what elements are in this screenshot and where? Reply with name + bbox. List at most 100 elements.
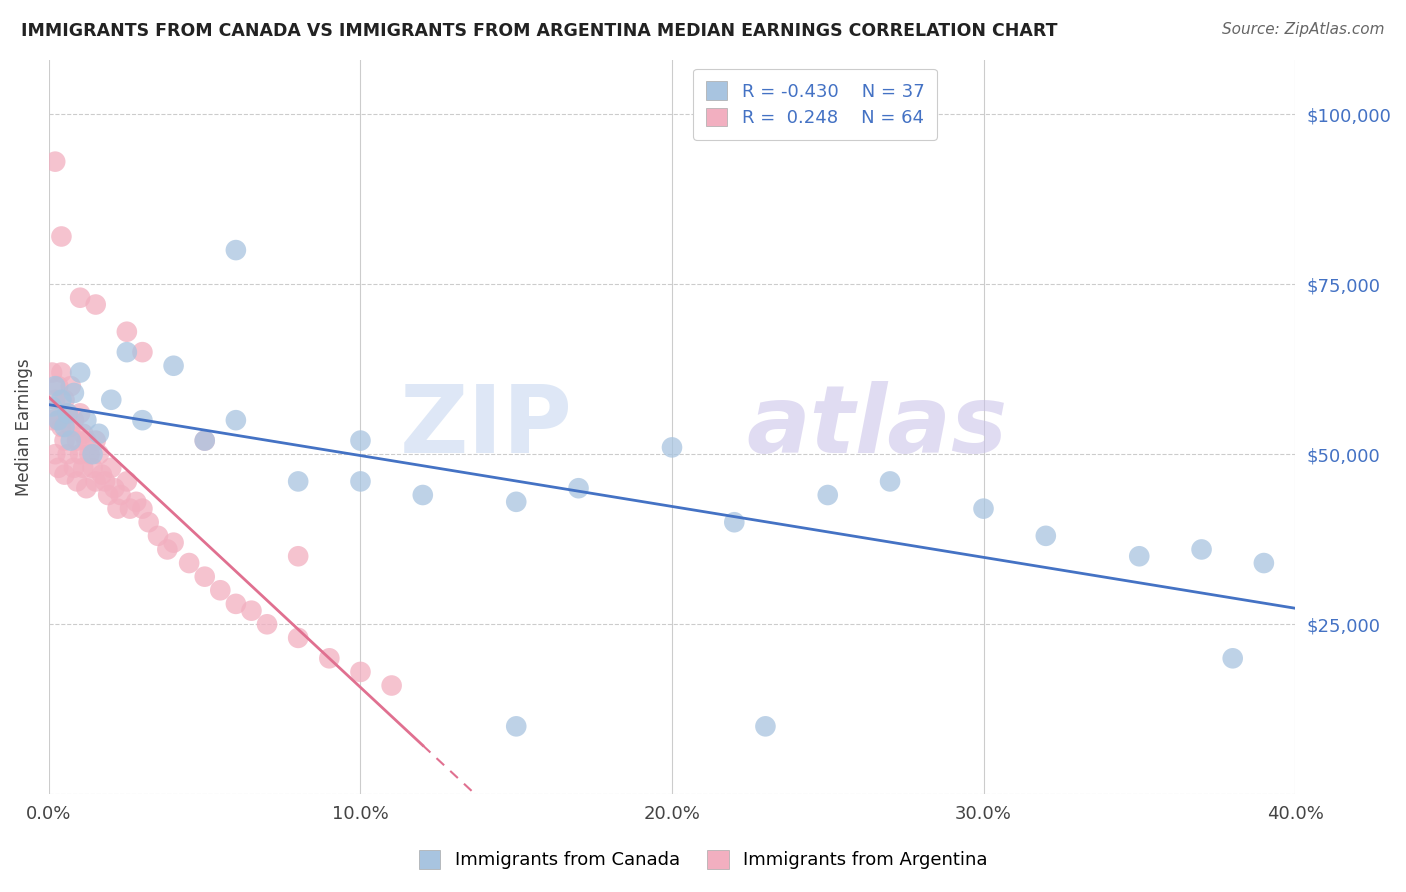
Point	[131, 413, 153, 427]
Point	[84, 297, 107, 311]
Point	[194, 434, 217, 448]
Point	[75, 434, 97, 448]
Point	[44, 447, 66, 461]
Point	[59, 420, 82, 434]
Point	[817, 488, 839, 502]
Point	[156, 542, 179, 557]
Point	[56, 406, 79, 420]
Point	[754, 719, 776, 733]
Point	[118, 501, 141, 516]
Text: IMMIGRANTS FROM CANADA VS IMMIGRANTS FROM ARGENTINA MEDIAN EARNINGS CORRELATION : IMMIGRANTS FROM CANADA VS IMMIGRANTS FRO…	[21, 22, 1057, 40]
Point	[82, 460, 104, 475]
Point	[41, 413, 63, 427]
Point	[131, 345, 153, 359]
Text: atlas: atlas	[747, 381, 1008, 473]
Point	[53, 420, 76, 434]
Point	[287, 475, 309, 489]
Point	[1253, 556, 1275, 570]
Point	[51, 229, 73, 244]
Point	[79, 447, 101, 461]
Point	[84, 475, 107, 489]
Legend: R = -0.430    N = 37, R =  0.248    N = 64: R = -0.430 N = 37, R = 0.248 N = 64	[693, 69, 936, 140]
Point	[63, 413, 86, 427]
Point	[349, 434, 371, 448]
Point	[194, 569, 217, 583]
Point	[51, 366, 73, 380]
Point	[103, 481, 125, 495]
Point	[51, 392, 73, 407]
Point	[567, 481, 589, 495]
Point	[66, 434, 89, 448]
Point	[973, 501, 995, 516]
Point	[46, 413, 69, 427]
Point	[412, 488, 434, 502]
Point	[318, 651, 340, 665]
Text: Source: ZipAtlas.com: Source: ZipAtlas.com	[1222, 22, 1385, 37]
Point	[63, 386, 86, 401]
Point	[209, 583, 232, 598]
Point	[115, 345, 138, 359]
Point	[94, 475, 117, 489]
Point	[69, 291, 91, 305]
Point	[46, 460, 69, 475]
Point	[349, 475, 371, 489]
Point	[1128, 549, 1150, 564]
Point	[115, 475, 138, 489]
Point	[505, 719, 527, 733]
Point	[225, 413, 247, 427]
Point	[72, 426, 94, 441]
Point	[90, 467, 112, 482]
Point	[53, 467, 76, 482]
Point	[87, 447, 110, 461]
Point	[59, 379, 82, 393]
Point	[82, 447, 104, 461]
Point	[381, 679, 404, 693]
Point	[51, 420, 73, 434]
Point	[44, 392, 66, 407]
Point	[100, 392, 122, 407]
Point	[162, 535, 184, 549]
Point	[53, 392, 76, 407]
Point	[44, 154, 66, 169]
Point	[723, 515, 745, 529]
Point	[56, 447, 79, 461]
Legend: Immigrants from Canada, Immigrants from Argentina: Immigrants from Canada, Immigrants from …	[409, 841, 997, 879]
Point	[107, 501, 129, 516]
Point	[75, 413, 97, 427]
Point	[46, 379, 69, 393]
Point	[69, 366, 91, 380]
Point	[59, 434, 82, 448]
Point	[115, 325, 138, 339]
Point	[1191, 542, 1213, 557]
Point	[1035, 529, 1057, 543]
Point	[287, 631, 309, 645]
Point	[41, 400, 63, 414]
Point	[69, 406, 91, 420]
Point	[240, 604, 263, 618]
Point	[84, 434, 107, 448]
Point	[287, 549, 309, 564]
Point	[138, 515, 160, 529]
Point	[110, 488, 132, 502]
Point	[87, 426, 110, 441]
Point	[56, 406, 79, 420]
Point	[179, 556, 201, 570]
Point	[131, 501, 153, 516]
Point	[66, 475, 89, 489]
Point	[879, 475, 901, 489]
Point	[53, 434, 76, 448]
Point	[162, 359, 184, 373]
Point	[256, 617, 278, 632]
Point	[100, 460, 122, 475]
Point	[225, 597, 247, 611]
Point	[125, 495, 148, 509]
Y-axis label: Median Earnings: Median Earnings	[15, 359, 32, 496]
Point	[72, 460, 94, 475]
Point	[349, 665, 371, 679]
Point	[69, 447, 91, 461]
Point	[41, 366, 63, 380]
Point	[1222, 651, 1244, 665]
Point	[505, 495, 527, 509]
Point	[194, 434, 217, 448]
Point	[146, 529, 169, 543]
